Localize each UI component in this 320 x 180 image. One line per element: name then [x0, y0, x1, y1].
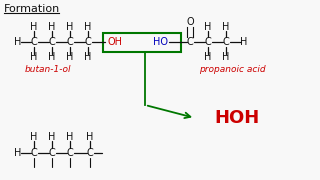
Text: C: C [31, 37, 37, 47]
Text: H: H [66, 132, 74, 142]
Text: H: H [222, 52, 230, 62]
Text: C: C [67, 37, 73, 47]
Text: H: H [204, 22, 212, 32]
Text: H: H [30, 52, 38, 62]
Text: H: H [30, 22, 38, 32]
Text: H: H [14, 148, 22, 158]
Text: H: H [204, 52, 212, 62]
Text: H: H [84, 52, 92, 62]
Text: C: C [49, 148, 55, 158]
Text: H: H [84, 22, 92, 32]
Text: HO: HO [153, 37, 168, 47]
Text: C: C [204, 37, 212, 47]
Text: H: H [222, 22, 230, 32]
Text: HOH: HOH [214, 109, 260, 127]
Text: propanoic acid: propanoic acid [199, 66, 265, 75]
Text: H: H [240, 37, 248, 47]
Text: Formation: Formation [4, 4, 60, 14]
Bar [103, 33, 181, 52]
Text: H: H [66, 22, 74, 32]
Text: H: H [30, 132, 38, 142]
Text: H: H [14, 37, 22, 47]
Text: O: O [186, 17, 194, 27]
Text: C: C [84, 37, 92, 47]
Text: C: C [67, 148, 73, 158]
Text: H: H [48, 52, 56, 62]
Text: H: H [66, 52, 74, 62]
Text: C: C [187, 37, 193, 47]
Text: OH: OH [107, 37, 122, 47]
Text: H: H [48, 132, 56, 142]
Text: C: C [87, 148, 93, 158]
Text: H: H [86, 132, 94, 142]
Text: C: C [49, 37, 55, 47]
Text: butan-1-ol: butan-1-ol [25, 66, 71, 75]
Text: H: H [48, 22, 56, 32]
Text: C: C [31, 148, 37, 158]
Text: C: C [223, 37, 229, 47]
